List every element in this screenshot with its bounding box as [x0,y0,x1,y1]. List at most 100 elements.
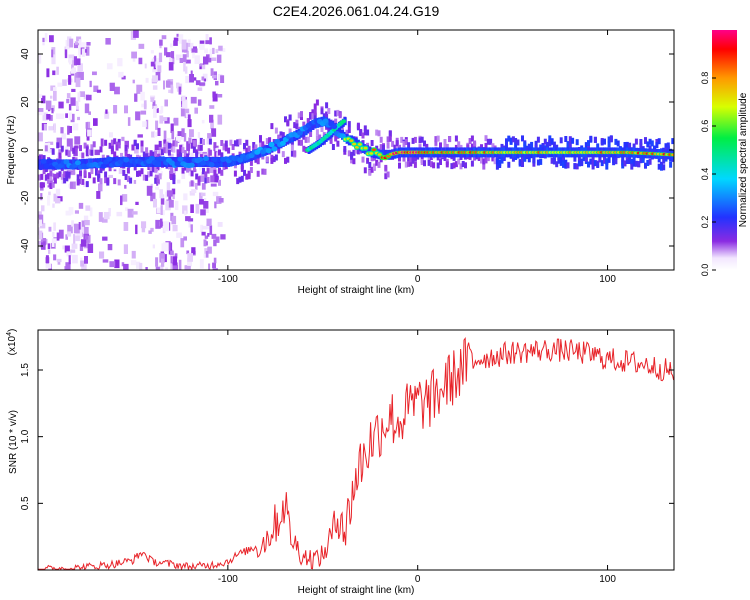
heatmap-cell [220,169,224,176]
heatmap-cell [58,171,62,178]
heatmap-cell [195,183,198,190]
heatmap-cell [145,174,149,181]
heatmap-cell [142,174,146,181]
heatmap-cell [127,208,134,218]
heatmap-cell [117,179,121,186]
heatmap-cell [181,39,187,50]
heatmap-cell [646,160,650,166]
heatmap-cell [386,136,390,143]
heatmap-cell [199,65,202,70]
heatmap-cell [178,86,182,95]
heatmap-cell [159,109,163,114]
heatmap-cell [187,257,192,267]
heatmap-cell [58,101,64,109]
heatmap-cell [166,182,171,192]
heatmap-cell [407,160,411,167]
heatmap-cell [99,146,103,153]
heatmap-cell [89,80,92,88]
heatmap-cell [154,150,158,157]
heatmap-cell [161,149,164,156]
heatmap-cell [154,144,160,150]
heatmap-cell [199,82,206,86]
heatmap-cell [52,70,56,76]
heatmap-cell [231,156,235,166]
heatmap-cell [205,251,209,258]
heatmap-cell [208,138,212,145]
heatmap-cell [552,158,556,165]
heatmap-cell [169,43,173,48]
heatmap-cell [176,33,179,37]
heatmap-cell [559,137,563,144]
heatmap-cell [136,84,143,94]
heatmap-cell [562,155,565,162]
heatmap-cell [204,235,209,239]
heatmap-cell [484,135,488,142]
heatmap-cell [591,157,595,164]
heatmap-cell [56,142,60,149]
heatmap-cell [52,231,55,237]
heatmap-cell [64,49,68,59]
heatmap-cell [546,141,549,148]
heatmap-cell [72,123,79,131]
heatmap-cell [38,111,44,116]
heatmap-cell [304,136,308,143]
heatmap-cell [288,114,292,121]
heatmap-cell [388,130,392,137]
heatmap-cell [436,162,440,169]
heatmap-cell [211,128,217,137]
heatmap-cell [274,154,278,161]
snr-plot-area [38,330,674,570]
heatmap-cell [160,205,163,215]
heatmap-cell [220,152,224,159]
heatmap-cell [181,167,185,174]
heatmap-cell [72,254,78,264]
heatmap-cell [436,135,440,142]
heatmap-cell [156,207,162,214]
heatmap-cell [159,115,164,124]
heatmap-cell [40,173,44,180]
heatmap-cell [181,95,186,102]
heatmap-cell [160,198,165,205]
heatmap-cell [168,199,174,208]
heatmap-cell [114,86,120,95]
heatmap-cell [480,144,483,151]
heatmap-cell [596,143,600,150]
heatmap-cell [96,89,101,93]
heatmap-cell [150,61,156,67]
heatmap-cell [66,93,71,99]
heatmap-cell [587,161,590,168]
heatmap-cell [309,131,313,137]
heatmap-cell [491,155,495,162]
heatmap-cell [650,140,654,147]
heatmap-cell [100,138,104,147]
heatmap-cell [621,162,625,169]
heatmap-cell [470,160,474,167]
heatmap-cell [78,202,84,209]
heatmap-cell [575,139,579,146]
heatmap-cell [418,137,422,144]
heatmap-cell [598,155,602,162]
heatmap-cell [67,125,70,135]
heatmap-cell [46,158,53,164]
heatmap-cell [203,239,207,247]
heatmap-cell [245,147,249,154]
heatmap-cell [168,81,173,85]
heatmap-cell [156,176,160,183]
heatmap-cell [153,105,158,109]
heatmap-cell [199,259,204,269]
heatmap-cell [146,185,153,196]
heatmap-cell [452,154,456,161]
heatmap-cell [154,132,158,138]
heatmap-cell [206,209,209,213]
heatmap-cell [92,71,97,76]
heatmap-cell [92,177,96,184]
heatmap-cell [388,135,392,142]
heatmap-cell [53,173,57,181]
heatmap-cell [357,143,362,146]
heatmap-cell [110,145,114,152]
heatmap-cell [212,47,215,54]
heatmap-cell [170,86,174,94]
heatmap-cell [165,141,169,148]
heatmap-cell [172,143,176,153]
heatmap-cell [384,173,388,180]
